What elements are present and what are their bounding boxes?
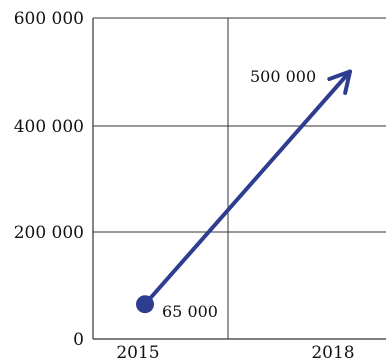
series-layer [136,69,352,314]
y-tick-label: 400 000 [14,117,84,137]
data-point-start-marker [136,295,154,314]
x-tick-label: 2015 [116,343,159,361]
y-tick-label: 200 000 [14,223,84,243]
y-tick-label: 600 000 [14,9,84,29]
y-tick-labels: 600 000 400 000 200 000 0 [14,9,84,350]
data-label-start: 65 000 [162,302,218,321]
axes [92,18,386,340]
x-tick-label: 2018 [311,343,354,361]
y-tick-label: 0 [73,330,84,350]
gridlines [93,17,386,339]
arrowhead-end-marker [327,69,352,95]
data-label-end: 500 000 [250,67,316,86]
x-tick-labels: 2015 2018 [116,343,354,361]
series-line [143,69,352,307]
